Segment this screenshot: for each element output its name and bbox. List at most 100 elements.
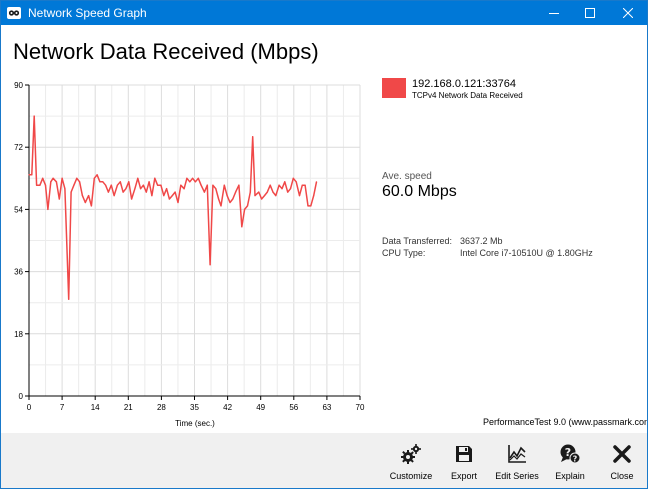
data-point [232, 198, 234, 200]
window-close-button[interactable] [605, 1, 647, 25]
data-point [160, 184, 162, 186]
data-point [295, 181, 297, 183]
data-point [42, 177, 44, 179]
data-point [215, 188, 217, 190]
x-tick-label: 7 [60, 403, 65, 412]
x-tick-label: 0 [27, 403, 32, 412]
title-bar[interactable]: Network Speed Graph [1, 1, 647, 25]
data-point [64, 188, 66, 190]
data-point [33, 115, 35, 117]
x-tick-label: 63 [322, 403, 331, 412]
gears-icon [401, 444, 421, 464]
data-point [249, 191, 251, 193]
data-point [315, 181, 318, 183]
data-point [36, 184, 38, 186]
data-point [137, 177, 139, 179]
data-point [226, 195, 228, 197]
edit-series-button[interactable]: Edit Series [491, 443, 543, 485]
customize-label: Customize [389, 471, 433, 481]
explain-label: Explain [555, 471, 585, 481]
data-point [313, 195, 315, 197]
data-point [310, 205, 312, 207]
y-tick-label: 18 [14, 330, 23, 339]
data-point [298, 195, 301, 197]
data-point [52, 177, 54, 179]
close-button[interactable]: Close [596, 443, 647, 485]
data-point [116, 184, 118, 186]
minimize-icon [549, 13, 559, 14]
data-point [76, 177, 78, 179]
data-point [157, 184, 159, 186]
data-point [238, 184, 240, 186]
chart-svg: 0 7 14 21 28 35 42 49 56 63 70 0 18 36 54 72 90 Time (se… [14, 81, 365, 428]
data-point [171, 195, 173, 197]
data-point [200, 184, 202, 186]
x-tick-label: 56 [289, 403, 298, 412]
data-point [206, 184, 208, 186]
cpu-type-value: Intel Core i7-10510U @ 1.80GHz [460, 248, 593, 258]
data-point [125, 188, 127, 190]
data-point [68, 298, 70, 300]
data-point [263, 195, 266, 197]
x-tick-label: 70 [356, 403, 365, 412]
data-point [304, 184, 306, 186]
y-tick-label: 0 [19, 392, 24, 401]
x-tick-label: 14 [91, 403, 100, 412]
data-point [151, 195, 153, 197]
data-point [281, 188, 283, 190]
data-point [44, 184, 47, 186]
data-point [269, 184, 271, 186]
data-point [177, 201, 179, 204]
customize-button[interactable]: Customize [385, 443, 437, 485]
data-point [119, 181, 121, 183]
data-point [81, 195, 83, 197]
window-title: Network Speed Graph [28, 6, 147, 20]
data-point [166, 188, 168, 190]
data-point [39, 184, 41, 186]
data-point [131, 198, 133, 200]
question-bubble-icon: ? ? [560, 444, 581, 464]
floppy-disk-icon [456, 446, 472, 462]
data-point [180, 184, 182, 186]
credit-text: PerformanceTest 9.0 (www.passmark.com) [483, 417, 648, 427]
data-point [102, 181, 104, 183]
data-point [174, 191, 176, 193]
data-point [307, 205, 309, 207]
maximize-button[interactable] [567, 1, 613, 25]
data-point [84, 201, 86, 204]
data-transferred-value: 3637.2 Mb [460, 236, 503, 246]
svg-text:?: ? [573, 455, 578, 464]
data-point [289, 188, 292, 190]
close-label: Close [610, 471, 634, 481]
data-point [272, 191, 274, 193]
data-point [252, 136, 254, 138]
data-point [140, 188, 142, 190]
x-tick-label: 42 [223, 403, 232, 412]
minimize-button[interactable] [531, 1, 577, 25]
y-tick-label: 90 [14, 81, 23, 90]
data-point [203, 191, 205, 193]
data-point [301, 184, 303, 186]
performance-test-app-icon [6, 5, 22, 21]
data-point [192, 177, 194, 179]
x-tick-label: 49 [256, 403, 265, 412]
legend-swatch[interactable] [382, 78, 406, 98]
data-point [148, 181, 150, 183]
data-point [73, 184, 75, 186]
data-point [261, 198, 263, 200]
data-point [88, 195, 90, 197]
export-button[interactable]: Export [438, 443, 490, 485]
y-tick-label: 72 [14, 143, 23, 152]
data-point [168, 198, 170, 200]
data-point [244, 208, 246, 210]
data-point [70, 191, 72, 193]
explain-button[interactable]: ? ? Explain [544, 443, 596, 485]
data-point [163, 195, 165, 197]
x-tick-label: 35 [190, 403, 199, 412]
data-transferred-label: Data Transferred: [382, 236, 453, 246]
data-point [50, 181, 52, 183]
data-point [113, 195, 115, 197]
svg-text:?: ? [565, 446, 571, 459]
data-point [28, 174, 30, 176]
